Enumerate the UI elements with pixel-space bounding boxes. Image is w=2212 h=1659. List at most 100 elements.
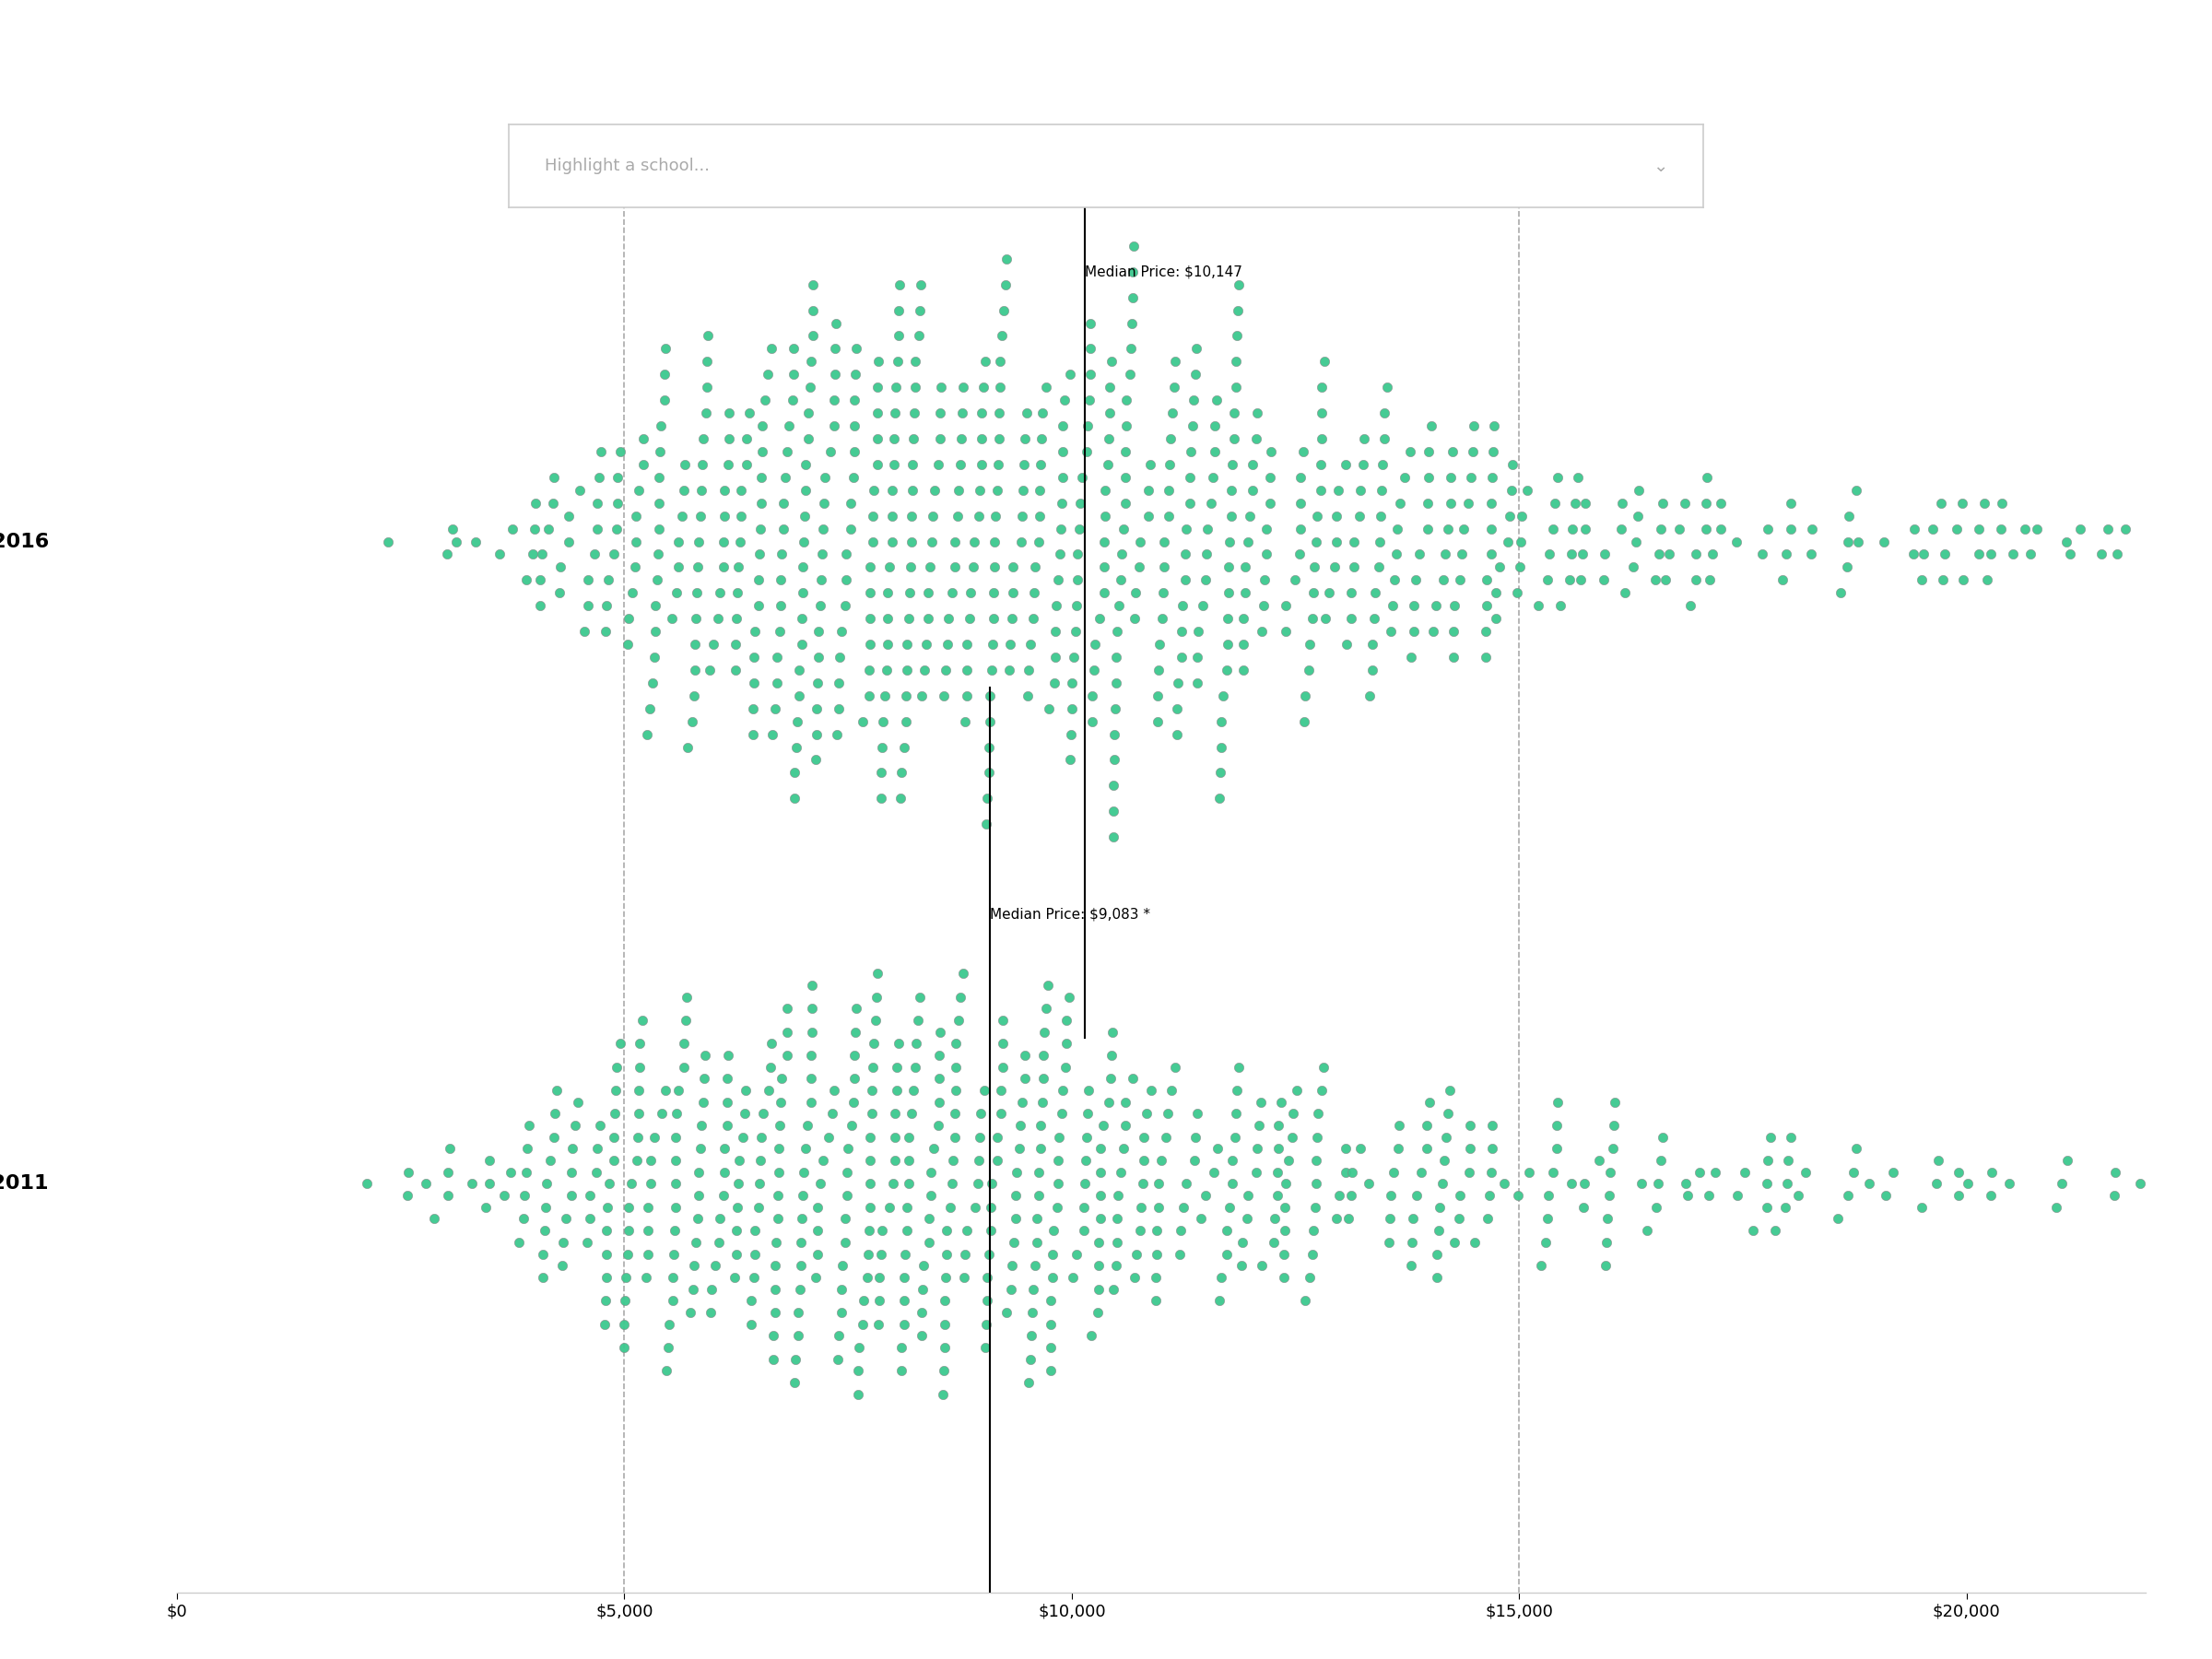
- Point: [657, 1218, 692, 1244]
- Point: [863, 1287, 898, 1314]
- Point: [1206, 682, 1241, 708]
- Point: [1332, 1206, 1367, 1233]
- Point: [876, 451, 911, 478]
- Point: [960, 1171, 995, 1198]
- Point: [1973, 1183, 2008, 1209]
- Point: [679, 579, 714, 606]
- Point: [684, 503, 719, 529]
- Point: [927, 1357, 962, 1384]
- Point: [1086, 554, 1121, 581]
- Point: [1248, 541, 1283, 567]
- Point: [580, 1135, 615, 1161]
- Point: [964, 400, 1000, 426]
- Point: [597, 1077, 633, 1103]
- Point: [688, 400, 723, 426]
- Point: [697, 1253, 732, 1279]
- Point: [1867, 528, 1902, 554]
- Point: [799, 1218, 834, 1244]
- Point: [1787, 1160, 1823, 1186]
- Point: [1336, 528, 1371, 554]
- Point: [1504, 528, 1540, 554]
- Point: [1157, 373, 1192, 400]
- Point: [949, 1218, 984, 1244]
- Point: [825, 619, 860, 645]
- Point: [1026, 1042, 1062, 1068]
- Point: [1150, 1100, 1186, 1126]
- Point: [783, 1229, 818, 1256]
- Point: [628, 722, 664, 748]
- Point: [1099, 1253, 1135, 1279]
- Point: [650, 1334, 686, 1360]
- Point: [566, 619, 602, 645]
- Point: [1261, 1160, 1296, 1186]
- Point: [936, 1100, 971, 1126]
- Point: [956, 554, 991, 581]
- Point: [787, 1135, 823, 1161]
- Point: [524, 541, 560, 567]
- Point: [852, 1241, 887, 1267]
- Point: [633, 1171, 668, 1198]
- Point: [852, 657, 887, 684]
- Point: [1283, 541, 1318, 567]
- Point: [865, 708, 900, 735]
- Point: [975, 630, 1011, 657]
- Point: [878, 1100, 914, 1126]
- Point: [741, 1171, 776, 1198]
- Point: [1086, 579, 1121, 606]
- Point: [987, 297, 1022, 324]
- Point: [962, 1148, 998, 1175]
- Point: [814, 1100, 849, 1126]
- Point: [1177, 362, 1212, 388]
- Point: [1305, 1077, 1340, 1103]
- Point: [836, 1088, 872, 1115]
- Point: [588, 1264, 624, 1291]
- Point: [622, 1077, 657, 1103]
- Point: [1832, 1183, 1867, 1209]
- Point: [728, 1077, 763, 1103]
- Point: [666, 476, 701, 503]
- Point: [872, 554, 907, 581]
- Point: [1482, 554, 1517, 581]
- Point: [799, 1194, 834, 1221]
- Point: [1261, 1135, 1296, 1161]
- Point: [894, 554, 929, 581]
- Point: [949, 657, 984, 684]
- Point: [1194, 489, 1230, 516]
- Point: [1033, 1334, 1068, 1360]
- Point: [1380, 1135, 1416, 1161]
- Point: [889, 1194, 925, 1221]
- Point: [872, 1194, 907, 1221]
- Point: [1352, 682, 1387, 708]
- Point: [495, 516, 531, 542]
- Point: [743, 489, 779, 516]
- Point: [781, 1322, 816, 1349]
- Point: [827, 1206, 863, 1233]
- Point: [922, 425, 958, 451]
- Point: [1104, 567, 1139, 594]
- Point: [969, 1264, 1004, 1291]
- Point: [1321, 1183, 1356, 1209]
- Point: [896, 400, 931, 426]
- Point: [770, 1019, 805, 1045]
- Point: [1296, 1218, 1332, 1244]
- Point: [931, 630, 967, 657]
- Point: [743, 516, 779, 542]
- Point: [763, 592, 799, 619]
- Point: [858, 984, 894, 1010]
- Point: [1639, 1194, 1674, 1221]
- Point: [622, 1030, 657, 1057]
- Point: [1641, 541, 1677, 567]
- Point: [785, 1183, 821, 1209]
- Point: [1068, 1148, 1104, 1175]
- Point: [880, 322, 916, 348]
- Point: [1093, 1042, 1128, 1068]
- Point: [1537, 489, 1573, 516]
- Point: [1068, 438, 1104, 465]
- Point: [1197, 1160, 1232, 1186]
- Point: [927, 682, 962, 708]
- Point: [1239, 1135, 1274, 1161]
- Point: [584, 438, 619, 465]
- Text: Highlight a school...: Highlight a school...: [544, 158, 710, 174]
- Point: [1135, 1077, 1170, 1103]
- Point: [1093, 1065, 1128, 1092]
